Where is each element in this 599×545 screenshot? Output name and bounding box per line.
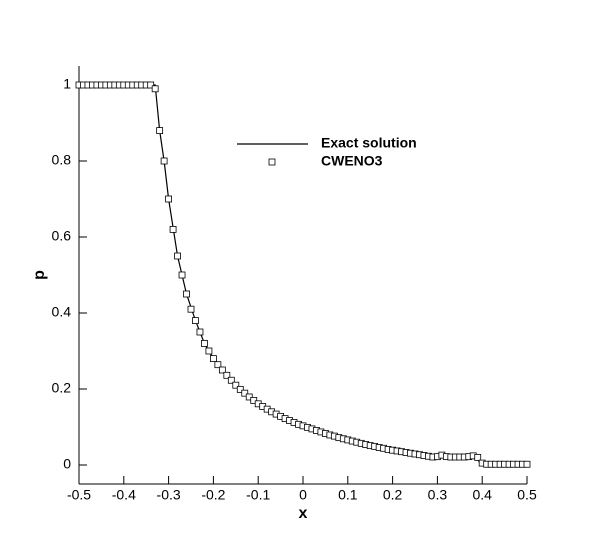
x-axis-label: x [299,505,308,522]
x-tick-label: -0.2 [201,487,225,503]
marker [165,195,173,203]
marker [169,225,177,233]
x-tick-label: 0.2 [383,487,403,503]
marker [214,361,222,369]
marker [232,381,240,389]
marker [156,127,164,134]
y-axis-label: p [31,270,48,280]
y-tick-label: 1 [63,76,71,92]
marker [474,453,482,461]
legend-label: Exact solution [321,135,417,151]
y-tick-label: 0 [63,456,71,472]
x-tick-label: 0.3 [428,487,448,503]
marker [147,81,155,89]
x-tick-label: 0.5 [517,487,537,503]
legend-marker [268,158,276,166]
marker [183,290,190,298]
x-tick-label: 0.4 [472,487,492,503]
marker [187,305,195,313]
x-tick-label: 0.1 [338,487,358,503]
marker [174,252,181,260]
y-tick-label: 0.4 [52,304,72,320]
marker [178,271,186,279]
x-tick-label: -0.5 [67,487,91,503]
marker [223,371,231,379]
marker [241,389,249,397]
marker [201,339,208,347]
marker [523,460,531,468]
y-tick-label: 0.6 [52,228,72,244]
x-tick-label: -0.1 [246,487,270,503]
y-tick-label: 0.8 [52,152,72,168]
marker [218,366,226,374]
marker [160,157,168,165]
legend-label: CWENO3 [321,153,383,169]
marker [196,328,204,336]
marker [227,376,235,384]
marker [205,347,213,355]
marker [209,355,217,363]
marker [192,317,199,325]
marker [151,85,159,93]
y-tick-label: 0.2 [52,380,72,396]
marker [250,396,258,404]
marker [245,393,253,401]
x-tick-label: -0.4 [112,487,136,503]
x-tick-label: 0 [299,487,307,503]
x-tick-label: -0.3 [157,487,181,503]
marker [236,385,244,393]
